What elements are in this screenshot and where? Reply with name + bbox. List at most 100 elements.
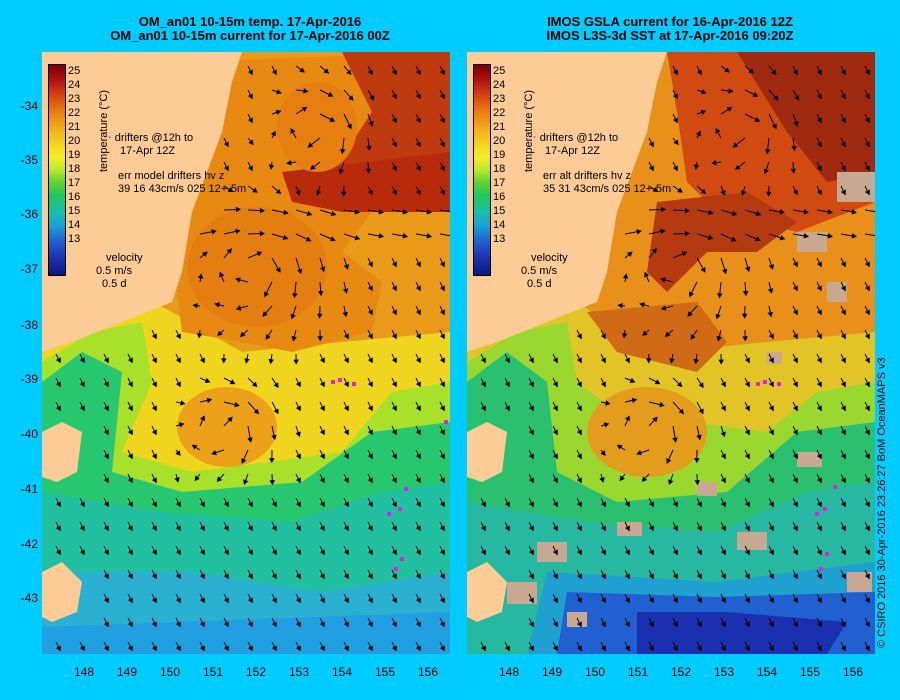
- current-vector-head: [864, 501, 870, 508]
- current-vector-head: [439, 621, 445, 628]
- current-vector-head: [290, 313, 296, 320]
- current-vector-head: [319, 621, 325, 628]
- current-vector-head: [624, 357, 630, 364]
- current-vector-head: [627, 251, 633, 257]
- current-vector-head: [391, 477, 397, 484]
- current-vector-head: [439, 309, 445, 316]
- current-vector-head: [327, 91, 334, 97]
- current-vector-head: [840, 189, 846, 196]
- current-vector-head: [319, 405, 325, 412]
- current-vector-head: [840, 549, 846, 556]
- current-vector: [864, 209, 875, 213]
- current-vector-head: [439, 429, 445, 436]
- current-vector-head: [528, 477, 534, 484]
- current-vector-head: [669, 358, 675, 364]
- current-vector-head: [576, 429, 582, 436]
- current-vector-head: [720, 549, 726, 556]
- current-vector-head: [151, 381, 157, 388]
- current-vector-head: [768, 357, 774, 364]
- current-vector-head: [226, 248, 232, 254]
- lon-tick: 153: [713, 665, 735, 679]
- current-vector-head: [648, 645, 654, 652]
- current-vector-head: [773, 95, 779, 101]
- current-vector-head: [340, 191, 347, 197]
- current-vector-head: [174, 477, 180, 483]
- current-vector-head: [605, 400, 611, 406]
- current-vector-head: [103, 501, 109, 508]
- current-vector-head: [792, 405, 798, 412]
- current-vector-head: [127, 525, 133, 532]
- current-vector-head: [624, 501, 630, 508]
- lon-tick: 148: [498, 665, 520, 679]
- current-vector-head: [779, 209, 785, 215]
- current-vector-head: [415, 165, 421, 172]
- current-vector-head: [840, 429, 846, 436]
- current-vector-head: [367, 621, 373, 628]
- current-vector-head: [415, 261, 421, 268]
- current-vector-head: [103, 357, 109, 364]
- left-title-line1: OM_an01 10-15m temp. 17-Apr-2016: [138, 14, 362, 29]
- current-vector-head: [840, 117, 846, 124]
- current-vector-head: [672, 437, 678, 443]
- right-velocity-legend: velocity 0.5 m/s 0.5 d: [521, 252, 568, 290]
- current-vector-head: [234, 401, 240, 408]
- current-vector-head: [271, 69, 277, 76]
- current-vector-head: [752, 91, 759, 97]
- current-vector-head: [295, 573, 301, 580]
- current-vector-head: [771, 123, 777, 130]
- current-vector-head: [816, 261, 822, 268]
- current-vector-head: [367, 285, 373, 292]
- current-vector-head: [648, 141, 654, 148]
- current-vector-head: [252, 187, 258, 193]
- current-vector-head: [600, 645, 606, 652]
- current-vector-head: [851, 233, 857, 239]
- current-vector-head: [690, 334, 696, 340]
- current-vector-head: [744, 429, 750, 436]
- current-vector-head: [291, 335, 297, 342]
- current-vector-head: [55, 381, 61, 388]
- current-vector-head: [180, 400, 186, 406]
- current-vector-head: [652, 416, 658, 423]
- drifter-marker-icon: ·: [108, 132, 112, 144]
- current-vector-head: [79, 525, 85, 532]
- current-vector-head: [251, 381, 258, 388]
- current-vector-head: [175, 621, 181, 628]
- current-vector-head: [415, 189, 421, 196]
- current-vector-head: [701, 89, 707, 95]
- current-vector-head: [600, 450, 606, 456]
- current-vector-head: [768, 429, 774, 436]
- current-vector-head: [732, 142, 739, 148]
- current-vector-head: [528, 429, 534, 436]
- current-vector-head: [696, 501, 702, 508]
- current-vector-head: [415, 549, 421, 556]
- current-vector-head: [127, 645, 133, 652]
- current-vector-head: [791, 145, 797, 152]
- current-vector-head: [666, 458, 672, 464]
- current-vector-head: [840, 165, 846, 172]
- current-vector-head: [864, 549, 870, 556]
- lon-tick: 151: [202, 665, 224, 679]
- lon-tick: 149: [116, 665, 138, 679]
- lat-tick: -39: [20, 372, 38, 386]
- current-vector-head: [305, 236, 312, 242]
- current-vector-head: [415, 69, 421, 76]
- current-vector: [439, 209, 450, 213]
- current-vector-head: [816, 285, 822, 292]
- current-vector-head: [415, 405, 421, 412]
- current-vector-head: [151, 621, 157, 628]
- left-title: OM_an01 10-15m temp. 17-Apr-2016 OM_an01…: [60, 15, 440, 43]
- current-vector-head: [687, 311, 693, 317]
- current-vector-head: [528, 405, 534, 412]
- current-vector-head: [439, 93, 445, 100]
- current-vector-head: [864, 357, 870, 364]
- current-vector-head: [346, 123, 352, 130]
- current-vector-head: [715, 128, 721, 134]
- current-vector-head: [151, 333, 157, 340]
- current-vector-head: [767, 311, 773, 318]
- current-vector-head: [764, 149, 771, 155]
- current-vector-head: [648, 621, 654, 628]
- current-vector-head: [552, 549, 558, 556]
- current-vector-head: [439, 381, 445, 388]
- current-vector-head: [552, 645, 558, 652]
- current-vector-head: [552, 525, 558, 532]
